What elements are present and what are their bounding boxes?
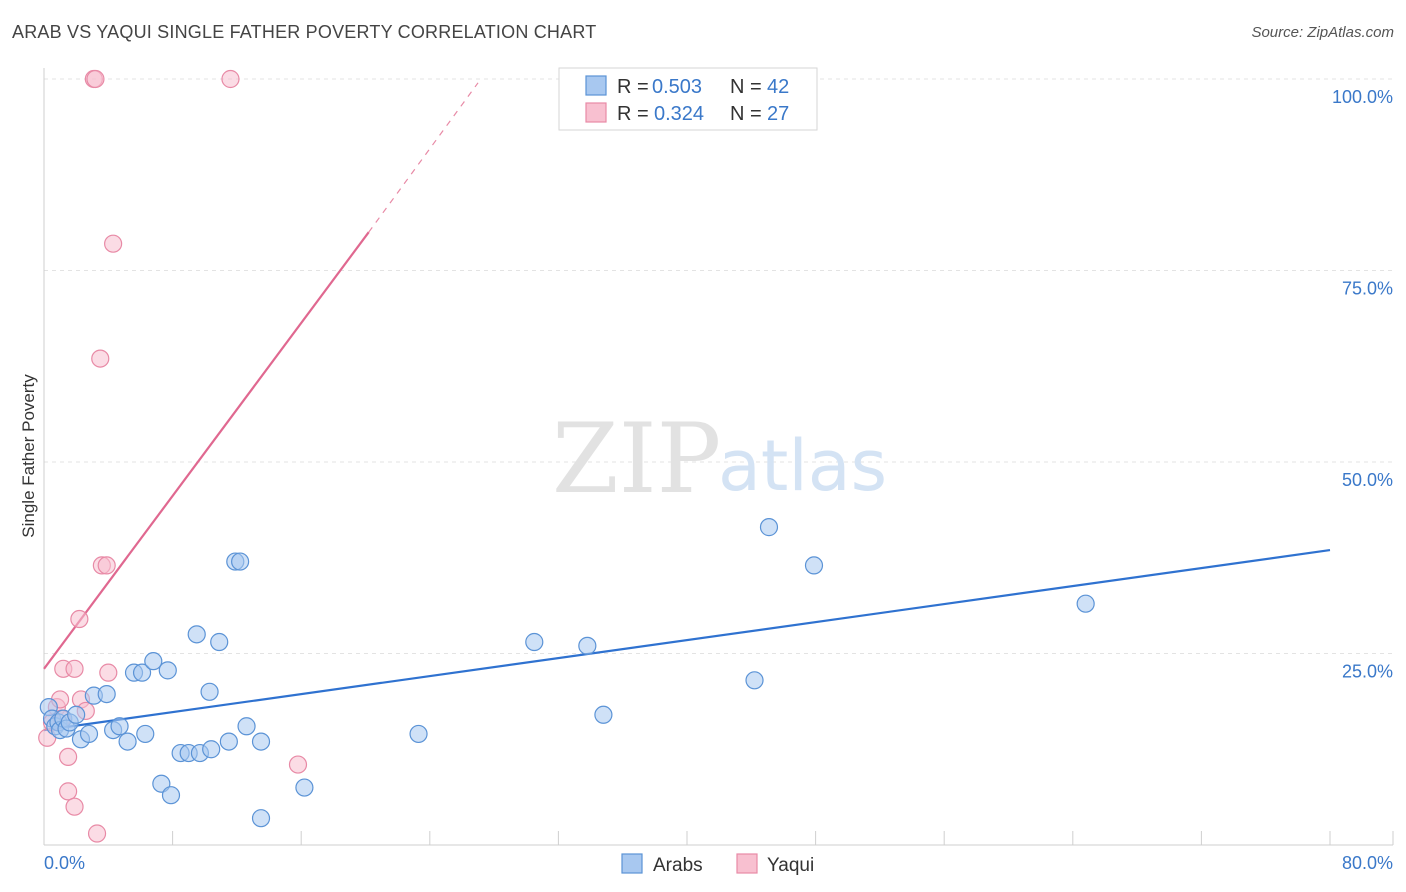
legend-r-label-yaqui: R = (617, 103, 649, 125)
arabs-point-15 (118, 732, 137, 751)
legend-n-label-arabs: N = (730, 76, 762, 98)
yaqui-point-10 (70, 609, 89, 629)
arabs-point-42 (759, 518, 779, 537)
yaqui-point-8 (65, 659, 84, 678)
legend-r-value-yaqui: 0.324 (654, 103, 704, 125)
arabs-point-40 (594, 705, 613, 724)
arabs-point-14 (110, 717, 129, 736)
x-tick-label-1: 80.0% (1342, 853, 1393, 873)
arabs-point-44 (1076, 594, 1095, 613)
trend-line-arabs (43, 549, 1331, 732)
x-tick-labels: 0.0% 80.0% (44, 853, 1393, 873)
arabs-point-34 (251, 732, 271, 751)
legend-n-value-yaqui: 27 (767, 103, 789, 125)
y-axis-title: Single Father Poverty (19, 374, 38, 538)
yaqui-point-21 (221, 69, 240, 89)
y-tick-label-0: 25.0% (1342, 662, 1393, 682)
bottom-legend-swatch-arabs (621, 853, 643, 874)
watermark-atlas: atlas (718, 425, 887, 507)
arabs-point-36 (295, 778, 314, 797)
yaqui-point-14 (86, 69, 105, 89)
arabs-point-39 (578, 636, 597, 655)
arabs-point-25 (187, 625, 206, 644)
arabs-point-22 (161, 786, 181, 805)
source-label: Source: ZipAtlas.com (1251, 24, 1394, 41)
arabs-point-21 (158, 661, 177, 680)
y-tick-label-1: 50.0% (1342, 470, 1393, 490)
bottom-legend-swatch-yaqui (736, 853, 758, 874)
series-arabs-points (39, 518, 1095, 828)
watermark-zip: ZIP (552, 403, 721, 515)
arabs-point-37 (409, 724, 428, 744)
arabs-point-29 (210, 632, 229, 652)
bottom-legend-label-yaqui: Yaqui (767, 855, 814, 876)
trend-lines (43, 82, 1331, 732)
arabs-point-35 (251, 809, 271, 828)
trend-line-yaqui-extension (368, 82, 479, 233)
arabs-point-38 (525, 632, 544, 652)
legend-n-value-arabs: 42 (767, 76, 789, 98)
legend-n-label-yaqui: N = (730, 103, 762, 125)
y-tick-label-3: 100.0% (1332, 87, 1393, 107)
legend-box: R = 0.503 N = 42 R = 0.324 N = 27 (558, 67, 818, 131)
arabs-point-33 (237, 717, 256, 736)
arabs-point-18 (136, 724, 155, 744)
arabs-point-43 (804, 556, 824, 575)
x-ticks (172, 831, 1394, 845)
yaqui-point-6 (59, 747, 78, 767)
yaqui-point-20 (104, 234, 123, 253)
x-tick-label-0: 0.0% (44, 853, 85, 873)
arabs-point-10 (79, 724, 99, 744)
watermark: ZIP atlas (552, 403, 887, 515)
y-tick-labels: 25.0% 50.0% 75.0% 100.0% (1332, 87, 1393, 682)
arabs-point-19 (144, 652, 163, 671)
yaqui-point-18 (97, 556, 116, 575)
legend-swatch-yaqui (585, 102, 607, 123)
legend-swatch-arabs (585, 75, 607, 96)
yaqui-point-7 (59, 782, 78, 801)
y-tick-label-2: 75.0% (1342, 279, 1393, 299)
arabs-point-27 (202, 740, 221, 759)
bottom-legend-label-arabs: Arabs (653, 855, 703, 876)
chart-title: ARAB VS YAQUI SINGLE FATHER POVERTY CORR… (12, 22, 597, 42)
arabs-point-28 (200, 682, 219, 701)
arabs-point-32 (231, 552, 250, 571)
arabs-point-8 (67, 705, 86, 724)
bottom-legend: Arabs Yaqui (621, 853, 814, 876)
arabs-point-30 (219, 732, 238, 751)
arabs-point-12 (97, 684, 116, 704)
yaqui-point-9 (65, 797, 84, 816)
yaqui-point-15 (87, 824, 107, 843)
yaqui-point-16 (91, 349, 110, 368)
arabs-point-41 (745, 671, 764, 690)
trend-line-yaqui (43, 231, 370, 670)
yaqui-point-19 (99, 663, 118, 682)
yaqui-point-22 (288, 755, 308, 774)
legend-r-value-arabs: 0.503 (652, 76, 702, 98)
arabs-point-17 (132, 663, 152, 682)
legend-r-label-arabs: R = (617, 76, 649, 98)
